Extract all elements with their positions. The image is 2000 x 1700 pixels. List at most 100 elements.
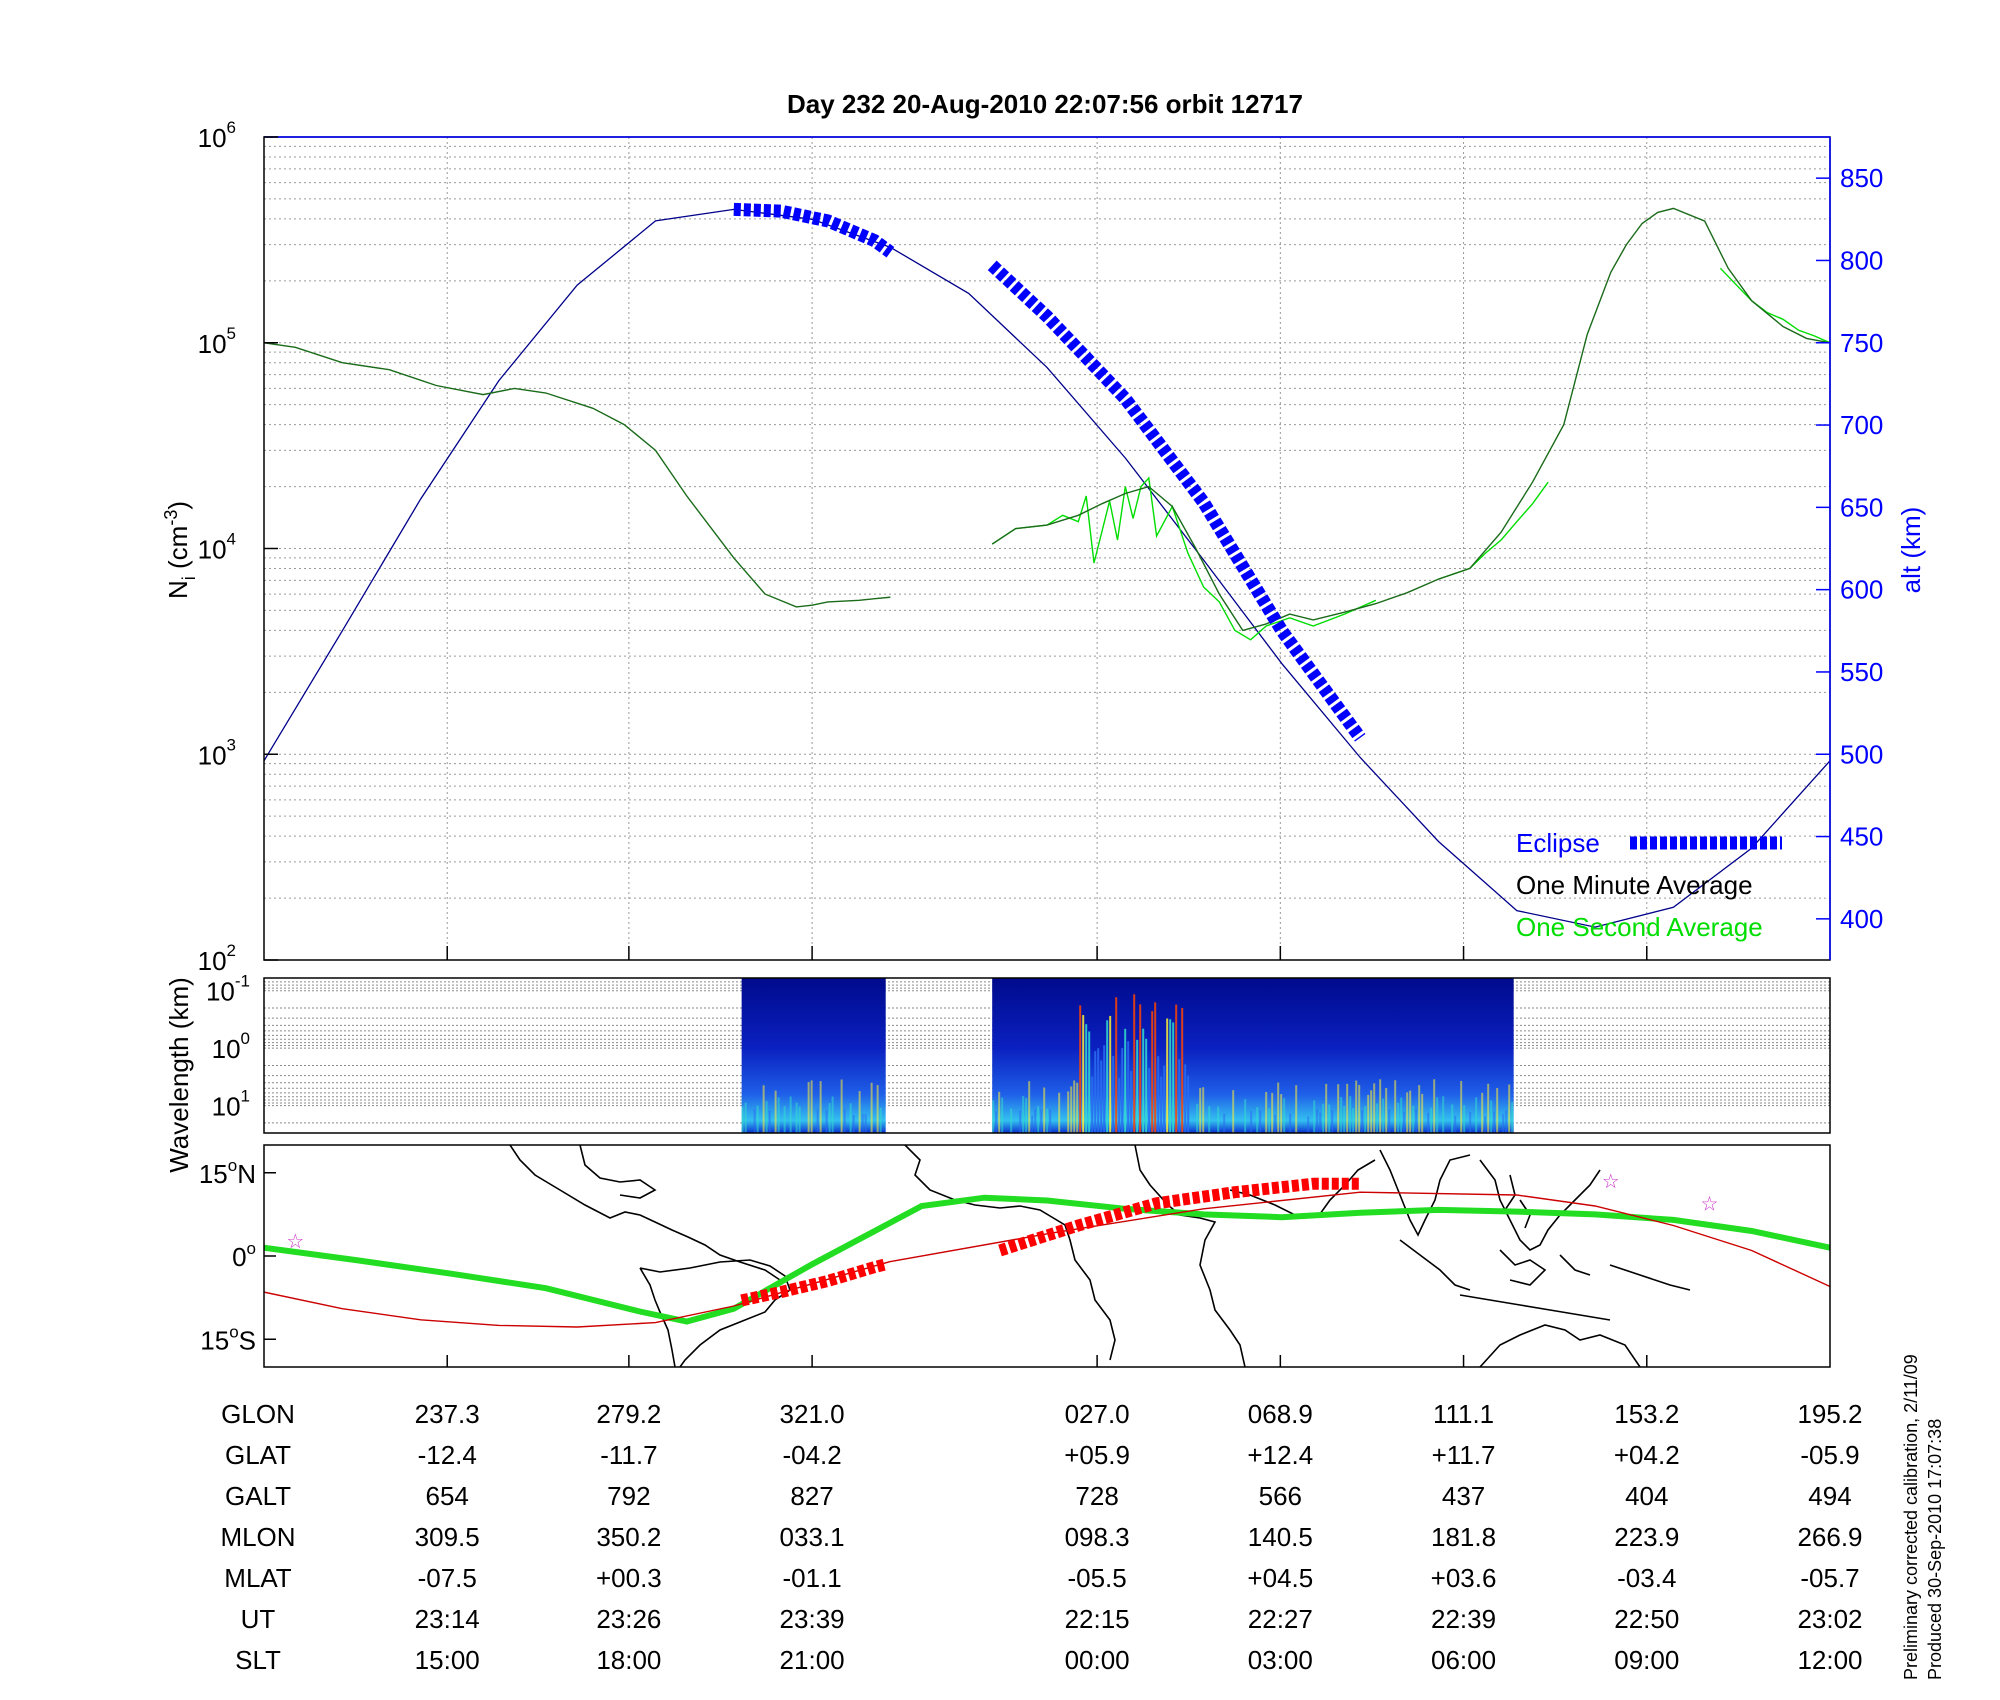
spectrogram-streak <box>1109 1015 1112 1133</box>
spectrogram-y-tick-label: 101 <box>212 1087 250 1122</box>
footnote-produced: Produced 30-Sep-2010 17:07:38 <box>1925 1419 1945 1680</box>
spectrogram-streak <box>1430 1107 1433 1133</box>
spectrogram-streak <box>825 1110 828 1133</box>
spectrogram-streak <box>1271 1092 1274 1133</box>
spectrogram-streak <box>1250 1111 1253 1133</box>
spectrogram-streak <box>1454 1115 1457 1133</box>
southeast-asia-coast <box>1479 1159 1601 1251</box>
spectrogram-streak <box>1223 1113 1226 1133</box>
table-cell: 494 <box>1808 1481 1851 1511</box>
spectrogram-streak <box>1010 1108 1013 1133</box>
table-cell: 153.2 <box>1614 1399 1679 1429</box>
spectrogram-streak <box>1346 1083 1349 1133</box>
spectrogram-streak <box>1118 1078 1121 1133</box>
spectrogram-streak <box>831 1096 834 1133</box>
spectrogram-streak <box>1121 1048 1124 1133</box>
spectrogram-y-tick-label: 10-1 <box>206 972 250 1007</box>
spectrogram-streak <box>840 1079 843 1133</box>
spectrogram-streak <box>1028 1081 1031 1133</box>
spectrogram-streak <box>1184 1064 1187 1133</box>
spectrogram-streak <box>1094 1051 1097 1133</box>
table-cell: 350.2 <box>596 1522 661 1552</box>
spectrogram-streak <box>1181 1007 1184 1133</box>
table-cell: +04.2 <box>1614 1440 1680 1470</box>
australia-coast <box>1479 1324 1641 1367</box>
spectrogram-streak <box>744 1102 747 1133</box>
table-cell: -07.5 <box>418 1563 477 1593</box>
spectrogram-streak <box>1370 1090 1373 1133</box>
spectrogram-streak <box>1100 1060 1103 1133</box>
spectrogram-streak <box>789 1096 792 1133</box>
spectrogram-streak <box>1460 1080 1463 1133</box>
table-row-label: UT <box>241 1604 276 1634</box>
legend-one-minute-label: One Minute Average <box>1516 870 1753 900</box>
table-cell: 027.0 <box>1065 1399 1130 1429</box>
spectrogram-streak <box>1433 1079 1436 1133</box>
spectrogram-streak <box>1367 1094 1370 1133</box>
spectrogram-streak <box>1475 1097 1478 1133</box>
africa-coast <box>904 1145 1246 1367</box>
spectrogram-streak <box>1106 1020 1109 1133</box>
spectrogram-streak <box>1412 1105 1415 1133</box>
star-marker: ☆ <box>1602 1171 1620 1193</box>
table-cell: -05.5 <box>1067 1563 1126 1593</box>
spectrogram-streak <box>843 1108 846 1133</box>
table-cell: +04.5 <box>1247 1563 1313 1593</box>
spectrogram-streak <box>1418 1085 1421 1133</box>
table-cell: +03.6 <box>1431 1563 1497 1593</box>
table-cell: 566 <box>1259 1481 1302 1511</box>
table-row-label: SLT <box>235 1645 281 1675</box>
gulf-coast <box>579 1145 657 1199</box>
spectrogram-streak <box>753 1108 756 1133</box>
table-cell: 068.9 <box>1248 1399 1313 1429</box>
table-cell: 18:00 <box>596 1645 661 1675</box>
spectrogram-streak <box>1196 1103 1199 1133</box>
spectrogram-streak <box>1349 1096 1352 1133</box>
spectrogram-streak <box>879 1107 882 1133</box>
table-cell: 654 <box>426 1481 469 1511</box>
density-y-ticks: 102 103 104 105 106 <box>198 118 278 976</box>
spectrogram-streak <box>870 1082 873 1133</box>
table-cell: 06:00 <box>1431 1645 1496 1675</box>
map-y-tick-label: 15oS <box>200 1322 256 1355</box>
spectrogram-streak <box>1112 1056 1115 1133</box>
spectrogram-axes-frame <box>263 977 1831 1134</box>
map-y-ticks: 15oN 0o 15oS <box>199 1156 1648 1367</box>
magnetic-equator-line <box>264 1191 1830 1328</box>
table-cell: 12:00 <box>1797 1645 1862 1675</box>
table-cell: 437 <box>1442 1481 1485 1511</box>
spectrogram-streak <box>1115 997 1118 1133</box>
spectrogram-streak <box>756 1105 759 1133</box>
spectrogram-y-ticks: 10-1 100 101 <box>206 972 250 1122</box>
spectrogram-streak <box>1283 1098 1286 1133</box>
spectrogram-streak <box>1307 1116 1310 1133</box>
spectrogram-streak <box>1178 1059 1181 1133</box>
map-panel: ☆ ☆ ☆ 15oN 0o 15oS <box>199 1144 1831 1368</box>
table-cell: 266.9 <box>1797 1522 1862 1552</box>
spectrogram-streak <box>1199 1087 1202 1133</box>
spectrogram-streak <box>1484 1116 1487 1133</box>
spectrogram-streak <box>810 1080 813 1133</box>
spectrogram-streak <box>1451 1104 1454 1133</box>
spectrogram-streak <box>1469 1111 1472 1133</box>
table-cell: -01.1 <box>782 1563 841 1593</box>
density-y-label: Ni (cm-3) <box>161 501 199 599</box>
table-cell: 195.2 <box>1797 1399 1862 1429</box>
altitude-y-tick-label: 550 <box>1840 657 1883 687</box>
spectrogram-streak <box>1256 1107 1259 1133</box>
spectrogram-streak <box>1406 1092 1409 1133</box>
spectrogram-streak <box>858 1091 861 1133</box>
spectrogram-streak <box>1289 1113 1292 1133</box>
table-cell: +11.7 <box>1432 1440 1496 1470</box>
spectrogram-streak <box>1421 1093 1424 1133</box>
table-cell: 279.2 <box>596 1399 661 1429</box>
spectrogram-streak <box>1127 1041 1130 1133</box>
altitude-y-tick-label: 400 <box>1840 904 1883 934</box>
table-cell: -04.2 <box>782 1440 841 1470</box>
spectrogram-streak <box>1319 1112 1322 1133</box>
spectrogram-streak <box>1244 1099 1247 1133</box>
spectrogram-streak <box>1139 1004 1142 1133</box>
spectrogram-streak <box>1163 1065 1166 1133</box>
table-cell: 09:00 <box>1614 1645 1679 1675</box>
spectrogram-streak <box>1331 1110 1334 1133</box>
